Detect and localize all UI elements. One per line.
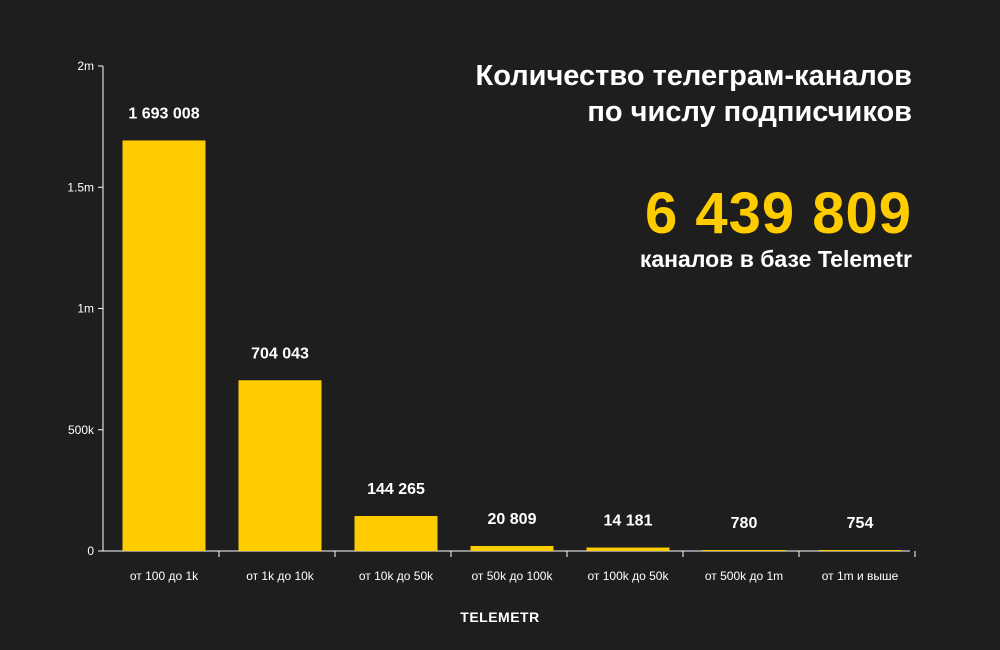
y-tick-label: 2m xyxy=(77,59,94,73)
bar-value-label: 780 xyxy=(731,515,758,532)
chart-title: Количество телеграм-каналов по числу под… xyxy=(352,58,912,130)
bar xyxy=(470,545,554,551)
y-tick-label: 1m xyxy=(77,302,94,316)
y-tick-label: 500k xyxy=(68,423,95,437)
bar-value-label: 144 265 xyxy=(367,481,425,498)
x-tick-label: от 10k до 50k xyxy=(359,569,434,583)
title-line-2: по числу подписчиков xyxy=(587,96,912,128)
bar-value-label: 704 043 xyxy=(251,345,309,362)
bar xyxy=(122,140,206,551)
total-channels-value: 6 439 809 xyxy=(644,181,912,246)
x-tick-label: от 1k до 10k xyxy=(246,569,315,583)
bar xyxy=(818,550,902,551)
title-line-1: Количество телеграм-каналов xyxy=(475,60,912,92)
x-tick-label: от 500k до 1m xyxy=(705,569,783,583)
x-tick-label: от 50k до 100k xyxy=(472,569,554,583)
bar xyxy=(238,380,322,551)
bar-value-label: 20 809 xyxy=(488,511,537,528)
bar xyxy=(586,547,670,551)
bar-value-label: 754 xyxy=(847,515,874,532)
bar xyxy=(702,550,786,551)
x-tick-label: от 1m и выше xyxy=(822,569,899,583)
x-tick-label: от 100 до 1k xyxy=(130,569,199,583)
y-tick-label: 1.5m xyxy=(67,180,94,194)
x-tick-label: от 100k до 50k xyxy=(588,569,670,583)
y-tick-label: 0 xyxy=(87,544,94,558)
bar xyxy=(354,516,438,551)
bar-value-label: 1 693 008 xyxy=(128,105,199,122)
total-channels-label: каналов в базе Telemetr xyxy=(639,246,912,272)
bar-value-label: 14 181 xyxy=(604,513,653,530)
brand-logo: TELEMETR xyxy=(460,609,540,625)
